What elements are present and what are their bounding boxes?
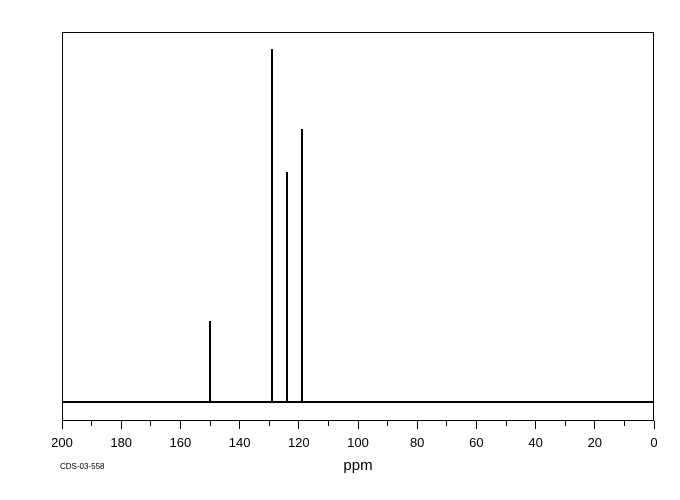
x-tick-label: 140: [229, 435, 251, 450]
x-tick-label: 0: [650, 435, 657, 450]
x-minor-tick: [624, 421, 625, 426]
x-tick-label: 160: [170, 435, 192, 450]
x-tick: [121, 421, 122, 429]
baseline: [63, 401, 653, 403]
x-tick: [298, 421, 299, 429]
x-minor-tick: [565, 421, 566, 426]
x-tick-label: 120: [288, 435, 310, 450]
x-minor-tick: [387, 421, 388, 426]
x-minor-tick: [506, 421, 507, 426]
x-tick-label: 20: [588, 435, 602, 450]
sample-label: CDS-03-558: [60, 462, 104, 471]
x-tick-label: 60: [469, 435, 483, 450]
peak: [209, 321, 211, 401]
x-minor-tick: [150, 421, 151, 426]
x-tick: [358, 421, 359, 429]
x-tick-label: 200: [51, 435, 73, 450]
plot-box: [62, 32, 654, 421]
x-tick: [62, 421, 63, 429]
peak: [271, 49, 273, 401]
x-minor-tick: [446, 421, 447, 426]
x-tick: [535, 421, 536, 429]
peak: [301, 129, 303, 401]
x-tick: [594, 421, 595, 429]
x-tick-label: 80: [410, 435, 424, 450]
x-tick: [180, 421, 181, 429]
x-tick: [239, 421, 240, 429]
x-axis-label: ppm: [343, 457, 372, 474]
x-tick-label: 40: [528, 435, 542, 450]
x-minor-tick: [328, 421, 329, 426]
x-tick-label: 180: [110, 435, 132, 450]
x-minor-tick: [210, 421, 211, 426]
x-minor-tick: [91, 421, 92, 426]
peak: [286, 172, 288, 402]
x-minor-tick: [269, 421, 270, 426]
x-tick: [476, 421, 477, 429]
x-tick-label: 100: [347, 435, 369, 450]
x-tick: [417, 421, 418, 429]
x-tick: [654, 421, 655, 429]
